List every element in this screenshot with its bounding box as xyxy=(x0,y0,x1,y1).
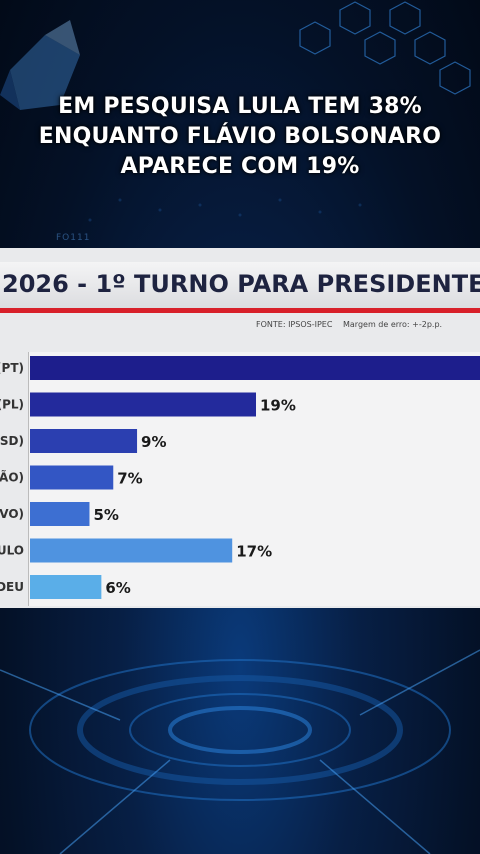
category-label-5: ULO xyxy=(0,544,24,558)
chart-title-bar xyxy=(0,262,480,308)
headline-line-1: EM PESQUISA LULA TEM 38% xyxy=(58,94,422,119)
category-label-2: PSD) xyxy=(0,434,24,448)
watermark-text: FO111 xyxy=(56,233,91,243)
headline-line-3: APARECE COM 19% xyxy=(120,154,360,179)
background-decoration xyxy=(0,1,471,222)
value-label-4: 5% xyxy=(93,506,118,524)
cube-icon xyxy=(0,20,80,110)
bar-6 xyxy=(30,575,102,599)
hud-background xyxy=(0,649,480,854)
margin-of-error: Margem de erro: +-2p.p. xyxy=(343,320,443,329)
value-label-5: 17% xyxy=(236,543,272,561)
category-label-1: (PL) xyxy=(0,398,24,412)
value-label-2: 9% xyxy=(141,433,166,451)
value-label-3: 7% xyxy=(117,470,142,488)
chart-source: FONTE: IPSOS-IPEC xyxy=(256,320,333,329)
category-label-0: (PT) xyxy=(0,361,24,375)
category-label-6: DEU xyxy=(0,580,24,594)
bar-2 xyxy=(30,429,138,453)
headline: EM PESQUISA LULA TEM 38% ENQUANTO FLÁVIO… xyxy=(0,92,480,182)
bar-chart: (PT) (PL) 19% PSD) 9% IÃO) 7% OVO) 5% ULO 17% DEU 6% xyxy=(0,356,480,599)
category-label-4: OVO) xyxy=(0,507,24,521)
value-label-1: 19% xyxy=(260,397,296,415)
bar-1 xyxy=(30,392,256,417)
bar-4 xyxy=(30,502,90,526)
bar-0 xyxy=(30,356,480,380)
bar-5 xyxy=(30,538,233,563)
category-label-3: IÃO) xyxy=(0,470,24,485)
chart-panel: 2026 - 1º TURNO PARA PRESIDENTE FONTE: I… xyxy=(0,248,480,608)
bar-3 xyxy=(30,465,114,490)
value-label-6: 6% xyxy=(105,579,130,597)
headline-line-2: ENQUANTO FLÁVIO BOLSONARO xyxy=(38,124,442,149)
chart-title: 2026 - 1º TURNO PARA PRESIDENTE xyxy=(2,270,480,298)
title-underline xyxy=(0,308,480,313)
